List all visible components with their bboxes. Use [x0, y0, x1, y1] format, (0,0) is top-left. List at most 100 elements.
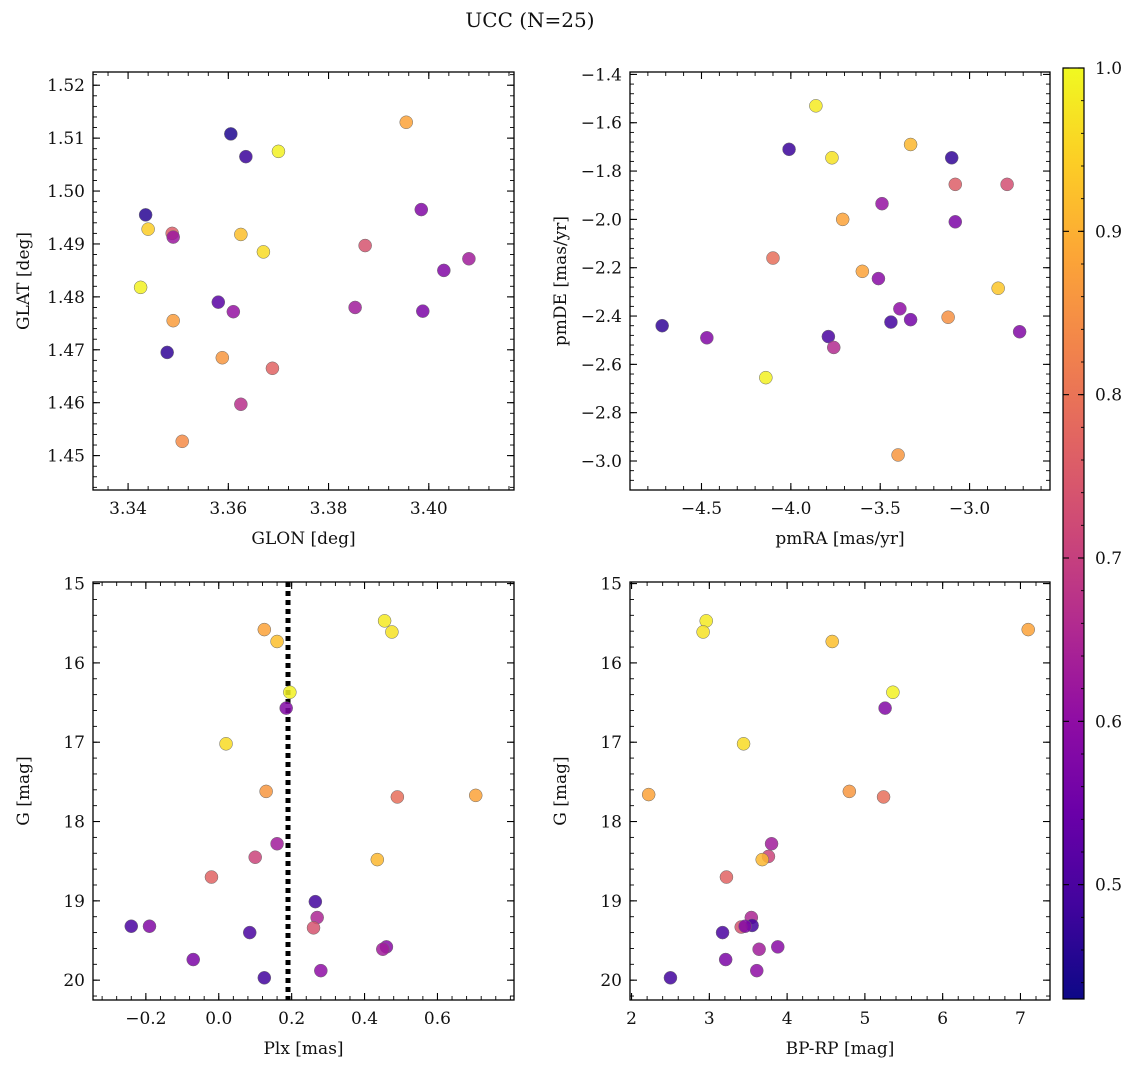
data-point: [835, 212, 850, 227]
data-point: [641, 787, 656, 802]
y-tick-label: 1.51: [47, 129, 85, 149]
y-tick-label: −3.0: [581, 452, 622, 472]
x-tick-label: 0.2: [278, 1009, 305, 1029]
y-tick-label: 15: [600, 575, 622, 595]
x-tick-label: 3.38: [310, 499, 348, 519]
data-point: [462, 252, 476, 266]
data-point: [283, 685, 297, 700]
data-point: [752, 942, 766, 956]
data-point: [234, 397, 248, 412]
data-point: [893, 302, 907, 316]
y-tick-label: 19: [63, 892, 85, 912]
data-point: [941, 310, 955, 324]
x-tick-label: −3.0: [949, 499, 990, 519]
data-point: [138, 208, 153, 222]
data-point: [175, 434, 189, 449]
data-point: [124, 919, 139, 933]
axes-frame: [629, 581, 1051, 1001]
data-point: [166, 313, 180, 328]
y-tick-label: −2.0: [581, 210, 622, 230]
y-tick-label: 15: [63, 575, 85, 595]
data-point: [437, 263, 451, 278]
y-tick-label: 17: [600, 733, 622, 753]
data-point: [270, 634, 284, 649]
colorbar-tick-label: 0.8: [1095, 386, 1122, 406]
y-tick-label: 1.52: [47, 76, 85, 96]
y-axis-label: G [mag]: [551, 756, 571, 825]
data-point: [766, 251, 780, 265]
x-axis-label: BP-RP [mag]: [786, 1039, 895, 1059]
data-point: [234, 227, 248, 242]
y-tick-label: −2.8: [581, 404, 622, 424]
y-tick-label: 18: [600, 813, 622, 833]
data-point: [809, 99, 823, 113]
data-point: [370, 852, 385, 867]
data-point: [696, 625, 710, 639]
data-point: [257, 971, 272, 985]
colorbar-tick-label: 0.7: [1095, 549, 1122, 569]
data-point: [1021, 622, 1035, 637]
data-point: [226, 304, 241, 319]
data-point: [219, 737, 233, 751]
data-point: [270, 836, 284, 851]
x-tick-label: −4.5: [681, 499, 722, 519]
data-point: [891, 448, 905, 462]
y-tick-label: −2.2: [581, 259, 622, 279]
data-point: [825, 151, 839, 165]
data-point: [948, 215, 963, 229]
data-point: [224, 127, 238, 141]
y-axis-label: GLAT [deg]: [14, 232, 34, 330]
data-point: [878, 701, 892, 715]
axes-frame: [92, 71, 515, 491]
data-point: [242, 925, 257, 940]
x-axis-label: Plx [mas]: [263, 1039, 343, 1059]
data-point: [759, 370, 773, 385]
data-point: [876, 790, 891, 804]
data-point: [771, 940, 785, 954]
figure-title: UCC (N=25): [465, 8, 594, 32]
data-point: [390, 790, 405, 804]
data-point: [884, 315, 898, 329]
data-point: [750, 963, 764, 978]
data-point: [903, 137, 918, 152]
y-tick-label: 1.46: [47, 394, 85, 414]
data-point: [663, 971, 678, 985]
y-tick-label: −1.8: [581, 162, 622, 182]
colorbar-tick-label: 1.0: [1095, 59, 1122, 79]
x-tick-label: 0.6: [424, 1009, 451, 1029]
x-tick-label: 3.36: [209, 499, 247, 519]
y-tick-label: 16: [600, 654, 622, 674]
data-point: [875, 196, 889, 211]
data-point: [944, 151, 959, 165]
data-point: [991, 281, 1005, 295]
axes-frame: [92, 581, 515, 1001]
data-point: [903, 312, 918, 327]
data-point: [738, 919, 752, 933]
x-tick-label: 6: [937, 1009, 948, 1029]
x-tick-label: −0.2: [125, 1009, 166, 1029]
x-tick-label: −4.0: [770, 499, 811, 519]
x-tick-label: 3.40: [410, 499, 448, 519]
data-point: [385, 625, 399, 639]
data-point: [948, 177, 963, 192]
data-point: [782, 142, 796, 157]
data-point: [468, 788, 483, 803]
x-tick-label: 7: [1015, 1009, 1026, 1029]
x-axis-label: GLON [deg]: [251, 529, 355, 549]
y-axis-label: pmDE [mas/yr]: [551, 216, 571, 346]
y-tick-label: 1.47: [47, 341, 85, 361]
data-point: [377, 614, 392, 628]
data-point: [348, 300, 362, 315]
data-point: [256, 245, 271, 259]
y-tick-label: 17: [63, 733, 85, 753]
scatter-panel-2: −4.5 −4.0 −3.5 −3.0 −3.0 −2.8 −2.6 −2.4 −2.2 −2.0…: [551, 65, 1051, 549]
data-point: [764, 836, 779, 851]
data-point: [308, 894, 323, 909]
data-point: [414, 202, 429, 217]
data-point: [215, 350, 230, 365]
colorbar-tick-label: 0.5: [1095, 876, 1122, 896]
y-tick-label: 1.48: [47, 288, 85, 308]
data-point: [306, 921, 321, 935]
colorbar: 0.5 0.6 0.7 0.8 0.9 1.0: [1062, 59, 1122, 1000]
